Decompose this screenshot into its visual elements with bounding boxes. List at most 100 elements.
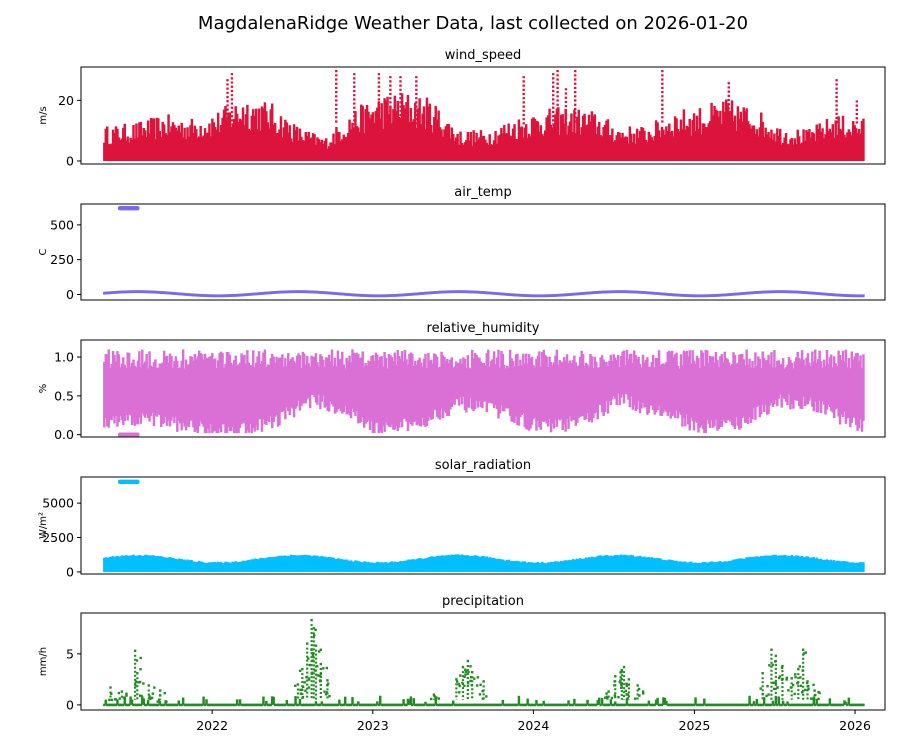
data-mark — [806, 131, 810, 161]
data-mark — [612, 354, 616, 397]
data-mark — [314, 555, 318, 572]
data-mark — [587, 703, 591, 707]
data-mark — [343, 136, 347, 161]
data-mark — [653, 291, 656, 295]
data-mark — [411, 353, 414, 426]
data-mark — [824, 134, 827, 161]
data-mark — [771, 700, 775, 705]
data-mark — [700, 350, 703, 426]
data-mark — [349, 703, 353, 707]
data-mark — [282, 366, 286, 411]
data-mark — [789, 139, 792, 161]
data-mark — [657, 292, 661, 296]
data-mark — [641, 291, 645, 294]
data-mark — [778, 364, 782, 395]
data-point — [299, 688, 302, 692]
data-mark — [354, 293, 357, 297]
data-mark — [351, 122, 354, 161]
data-mark — [114, 556, 118, 572]
data-mark — [218, 703, 221, 707]
data-mark — [684, 703, 687, 707]
data-mark — [110, 143, 113, 161]
data-mark — [270, 556, 274, 572]
data-mark — [676, 365, 680, 419]
data-mark — [603, 290, 607, 294]
data-mark — [323, 703, 326, 707]
data-mark — [224, 703, 227, 707]
data-mark — [199, 353, 202, 422]
data-mark — [818, 123, 821, 161]
data-mark — [291, 703, 294, 707]
data-mark — [181, 349, 185, 423]
data-mark — [284, 119, 287, 161]
data-mark — [427, 291, 430, 295]
data-mark — [273, 556, 277, 572]
data-mark — [187, 560, 191, 572]
data-mark — [653, 367, 656, 415]
data-point — [304, 689, 307, 692]
data-mark — [482, 291, 486, 294]
data-mark — [219, 703, 223, 707]
data-mark — [148, 133, 151, 161]
data-mark — [386, 562, 389, 572]
data-mark — [193, 354, 197, 432]
data-mark — [584, 362, 588, 420]
data-mark — [727, 362, 731, 421]
data-mark — [403, 349, 407, 419]
data-mark — [357, 561, 360, 572]
data-mark — [406, 364, 410, 431]
data-mark — [738, 354, 741, 430]
data-mark — [243, 354, 246, 424]
data-mark — [482, 556, 486, 572]
data-mark — [706, 350, 709, 420]
data-mark — [237, 364, 240, 434]
data-mark — [192, 293, 195, 297]
data-mark — [142, 555, 145, 572]
data-mark — [586, 291, 589, 295]
data-mark — [615, 555, 618, 572]
data-mark — [846, 294, 849, 297]
data-mark — [317, 290, 321, 294]
data-mark — [390, 294, 394, 297]
data-mark — [469, 131, 472, 161]
data-mark — [609, 135, 613, 161]
data-mark — [161, 703, 164, 707]
data-mark — [746, 364, 750, 424]
data-mark — [821, 128, 824, 161]
data-mark — [835, 135, 839, 161]
data-mark — [596, 700, 599, 705]
data-mark — [811, 703, 814, 707]
data-mark — [850, 562, 853, 572]
data-mark — [618, 132, 621, 161]
data-mark — [777, 696, 780, 705]
data-mark — [586, 558, 589, 572]
data-mark — [301, 290, 305, 294]
data-mark — [841, 115, 845, 161]
data-point — [641, 690, 645, 693]
data-mark — [522, 294, 525, 297]
data-mark — [352, 703, 356, 707]
data-mark — [298, 355, 302, 411]
data-mark — [552, 703, 556, 707]
data-mark — [202, 562, 205, 572]
data-mark — [362, 294, 366, 297]
data-mark — [834, 120, 837, 161]
data-mark — [631, 703, 635, 707]
data-mark — [146, 368, 150, 419]
data-mark — [641, 557, 645, 572]
data-mark — [596, 367, 599, 420]
data-mark — [348, 561, 351, 572]
data-mark — [644, 703, 648, 707]
data-mark — [259, 363, 262, 420]
data-mark — [273, 703, 277, 707]
data-mark — [606, 119, 610, 161]
data-mark — [173, 558, 176, 572]
data-mark — [275, 290, 278, 294]
data-mark — [272, 696, 275, 705]
data-mark — [619, 356, 623, 398]
data-mark — [703, 561, 706, 572]
data-mark — [764, 127, 767, 161]
data-mark — [584, 703, 588, 707]
data-mark — [371, 112, 375, 161]
data-point — [799, 684, 803, 687]
